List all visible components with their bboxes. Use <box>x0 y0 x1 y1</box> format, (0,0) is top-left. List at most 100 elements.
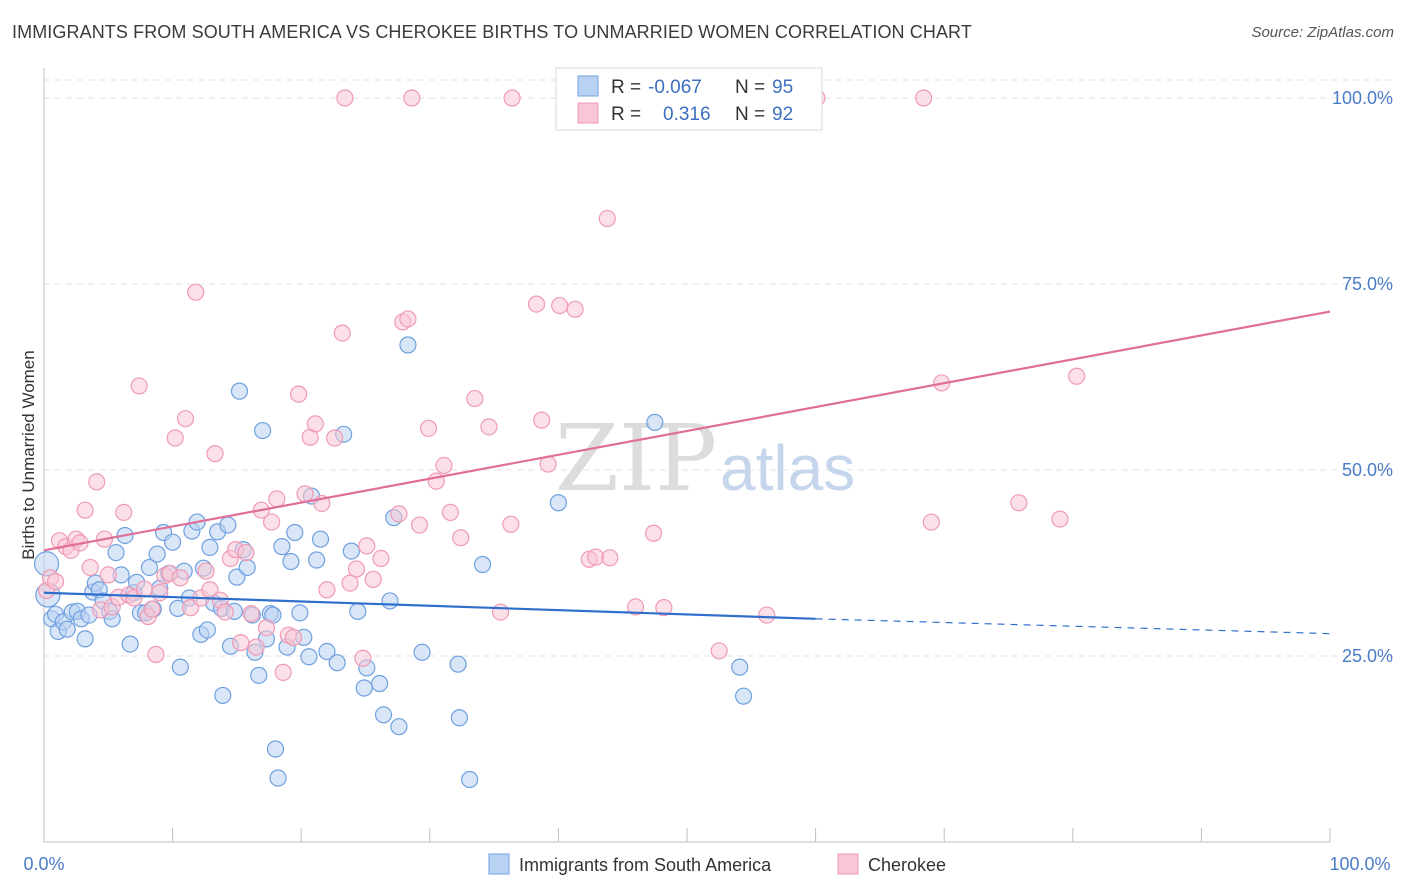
cherokee-point-28 <box>171 569 189 587</box>
immigrants-point-92 <box>646 413 664 431</box>
immigrants-point-32 <box>164 533 182 551</box>
cherokee-point-20 <box>135 580 153 598</box>
immigrants-point-63 <box>273 538 291 556</box>
legend-swatch-cherokee <box>577 102 599 124</box>
cherokee-point-10 <box>88 473 106 491</box>
bottom-legend-label-cherokee: Cherokee <box>868 855 946 875</box>
immigrants-point-80 <box>371 674 389 693</box>
watermark: ZIP atlas <box>555 405 855 512</box>
cherokee-point-37 <box>216 603 234 621</box>
immigrants-point-61 <box>266 740 285 758</box>
trend-line-immigrants <box>43 591 816 620</box>
cherokee-point-101 <box>1051 510 1069 528</box>
legend-r-value-1: -0.067 <box>648 77 702 98</box>
immigrants-point-28 <box>148 545 166 563</box>
immigrants-point-21 <box>121 635 139 653</box>
y-axis-label: Births to Unmarried Women <box>19 350 38 559</box>
cherokee-point-67 <box>399 310 417 328</box>
cherokee-point-71 <box>435 456 453 475</box>
cherokee-point-79 <box>533 411 551 429</box>
cherokee-point-61 <box>354 649 372 667</box>
cherokee-point-86 <box>601 549 619 567</box>
series-cherokee-points <box>37 89 1086 681</box>
cherokee-point-90 <box>710 642 728 660</box>
cherokee-point-77 <box>502 515 520 533</box>
legend-n-value-1: 95 <box>772 77 793 98</box>
immigrants-point-53 <box>238 558 256 577</box>
legend-r-label-2: R = <box>611 104 641 125</box>
immigrants-point-10 <box>76 630 94 648</box>
trend-lines <box>43 310 1331 635</box>
legend: R = -0.067 N = 95 R = 0.316 N = 92 <box>555 67 823 131</box>
cherokee-point-41 <box>237 543 255 562</box>
immigrants-point-34 <box>171 658 189 676</box>
legend-n-value-2: 92 <box>772 104 793 125</box>
cherokee-point-74 <box>466 389 484 408</box>
cherokee-point-62 <box>358 537 376 555</box>
y-tick-label-75: 75.0% <box>1342 274 1393 294</box>
bottom-legend-label-immigrants: Immigrants from South America <box>519 855 772 875</box>
cherokee-point-48 <box>274 663 292 681</box>
cherokee-point-85 <box>598 209 616 228</box>
legend-box <box>555 67 823 131</box>
cherokee-point-88 <box>644 524 663 542</box>
cherokee-point-33 <box>197 562 215 580</box>
cherokee-point-82 <box>566 300 584 318</box>
cherokee-point-27 <box>166 429 184 447</box>
immigrants-point-84 <box>390 718 408 736</box>
cherokee-point-58 <box>333 324 351 342</box>
immigrants-point-51 <box>230 382 249 400</box>
immigrants-point-71 <box>308 551 326 569</box>
cherokee-point-47 <box>268 490 286 508</box>
immigrants-point-18 <box>107 543 125 562</box>
cherokee-point-52 <box>296 485 314 503</box>
cherokee-point-68 <box>410 516 429 534</box>
cherokee-point-64 <box>372 549 390 568</box>
immigrants-point-74 <box>328 654 346 672</box>
cherokee-point-59 <box>341 574 359 592</box>
bottom-legend: Immigrants from South America Cherokee <box>488 853 946 875</box>
cherokee-point-98 <box>922 513 940 531</box>
bottom-legend-swatch-cherokee <box>837 853 859 875</box>
legend-n-label-1: N = <box>735 77 765 98</box>
cherokee-point-56 <box>318 581 336 599</box>
immigrants-point-89 <box>461 770 479 789</box>
cherokee-point-43 <box>247 638 265 656</box>
cherokee-point-92 <box>336 89 354 107</box>
cherokee-point-50 <box>284 628 303 647</box>
cherokee-point-97 <box>915 89 933 107</box>
immigrants-point-42 <box>201 538 219 556</box>
watermark-atlas: atlas <box>720 432 855 504</box>
immigrants-point-26 <box>140 558 159 577</box>
trend-line-immigrants-extrapolated <box>815 618 1331 635</box>
immigrants-point-6 <box>58 620 76 638</box>
cherokee-point-89 <box>655 599 673 617</box>
chart-title: IMMIGRANTS FROM SOUTH AMERICA VS CHEROKE… <box>12 22 972 42</box>
immigrants-point-72 <box>311 530 330 548</box>
immigrants-point-67 <box>291 604 309 622</box>
immigrants-point-85 <box>399 336 417 354</box>
cherokee-point-78 <box>527 295 546 313</box>
immigrants-point-86 <box>413 643 431 661</box>
y-tick-labels: 25.0% 50.0% 75.0% 100.0% <box>1332 88 1393 666</box>
watermark-zip: ZIP <box>555 405 717 512</box>
y-tick-label-50: 50.0% <box>1342 460 1393 480</box>
cherokee-point-57 <box>326 429 344 447</box>
cherokee-point-24 <box>151 584 169 602</box>
cherokee-point-72 <box>441 503 459 522</box>
immigrants-point-91 <box>549 494 568 512</box>
immigrants-point-82 <box>381 592 399 610</box>
cherokee-point-91 <box>758 606 776 624</box>
cherokee-point-60 <box>347 560 366 578</box>
immigrants-point-66 <box>286 523 304 542</box>
cherokee-point-51 <box>290 385 308 403</box>
immigrants-point-47 <box>219 516 237 534</box>
x-tick-label-min: 0.0% <box>23 854 64 874</box>
cherokee-point-22 <box>143 600 161 618</box>
bottom-legend-swatch-immigrants <box>488 853 510 875</box>
cherokee-point-102 <box>1068 367 1086 385</box>
legend-r-value-2: 0.316 <box>663 104 711 125</box>
immigrants-point-88 <box>450 709 468 727</box>
cherokee-point-81 <box>551 296 569 315</box>
